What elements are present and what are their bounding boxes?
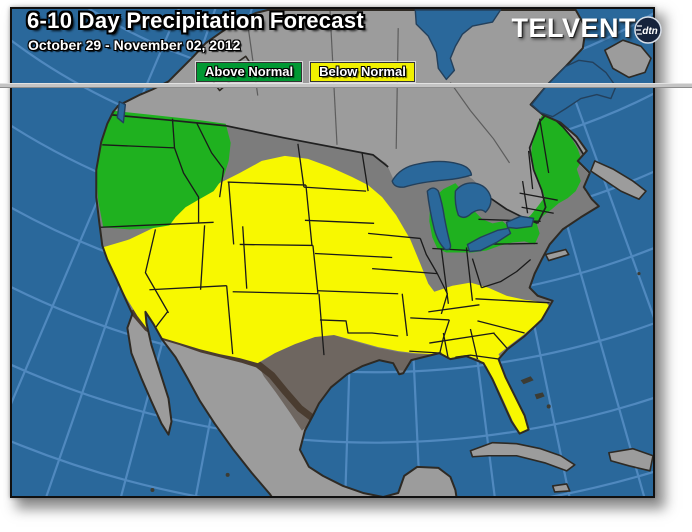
lake-ontario bbox=[505, 215, 535, 230]
legend: Above Normal Below Normal bbox=[196, 62, 415, 82]
pacific-islet bbox=[150, 487, 155, 492]
bermuda bbox=[637, 272, 641, 276]
legend-below-normal: Below Normal bbox=[310, 62, 415, 82]
header-separator-line bbox=[0, 83, 692, 88]
dtn-badge-icon: dtn bbox=[634, 16, 662, 44]
gulf-of-st-lawrence bbox=[530, 59, 617, 118]
forecast-map bbox=[10, 7, 655, 498]
page-title: 6-10 Day Precipitation Forecast bbox=[27, 8, 364, 33]
hispaniola bbox=[608, 447, 653, 472]
svg-text:dtn: dtn bbox=[642, 26, 658, 37]
bahamas bbox=[520, 376, 545, 400]
above-normal-region-west bbox=[96, 110, 231, 230]
lake-erie bbox=[466, 227, 512, 253]
above-normal-region-northeast bbox=[429, 111, 582, 253]
gulf-coast-normal-region bbox=[257, 335, 457, 431]
coastline bbox=[95, 9, 600, 496]
water-bodies bbox=[116, 9, 617, 253]
forecast-map-svg bbox=[12, 9, 653, 496]
tres-marias-islet bbox=[225, 472, 230, 477]
bahamas-islet bbox=[546, 404, 551, 409]
below-normal-region bbox=[102, 155, 553, 433]
lake-huron bbox=[454, 182, 492, 219]
date-range: October 29 - November 02, 2012 bbox=[28, 37, 241, 53]
hudson-bay bbox=[414, 9, 502, 81]
newfoundland bbox=[604, 39, 652, 79]
brand-logo: TELVENT bbox=[511, 13, 636, 43]
dtn-badge: dtn bbox=[633, 15, 663, 45]
cuba bbox=[469, 441, 576, 472]
us-canada-border bbox=[109, 112, 585, 225]
puget-sound bbox=[116, 100, 127, 124]
state-borders bbox=[98, 118, 558, 360]
nova-scotia bbox=[590, 160, 647, 200]
legend-above-normal: Above Normal bbox=[196, 62, 303, 82]
lake-michigan bbox=[426, 187, 452, 251]
long-island bbox=[544, 248, 570, 262]
lake-superior bbox=[391, 160, 473, 188]
jamaica bbox=[551, 483, 571, 493]
